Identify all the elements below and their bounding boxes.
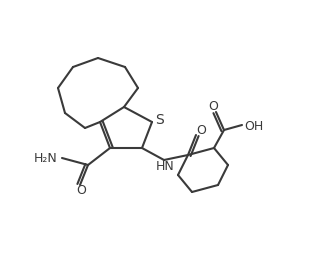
Text: OH: OH bbox=[244, 119, 264, 133]
Text: S: S bbox=[155, 113, 164, 127]
Text: O: O bbox=[196, 124, 206, 136]
Text: HN: HN bbox=[156, 160, 174, 174]
Text: O: O bbox=[208, 100, 218, 112]
Text: O: O bbox=[76, 184, 86, 198]
Text: H₂N: H₂N bbox=[34, 151, 58, 165]
